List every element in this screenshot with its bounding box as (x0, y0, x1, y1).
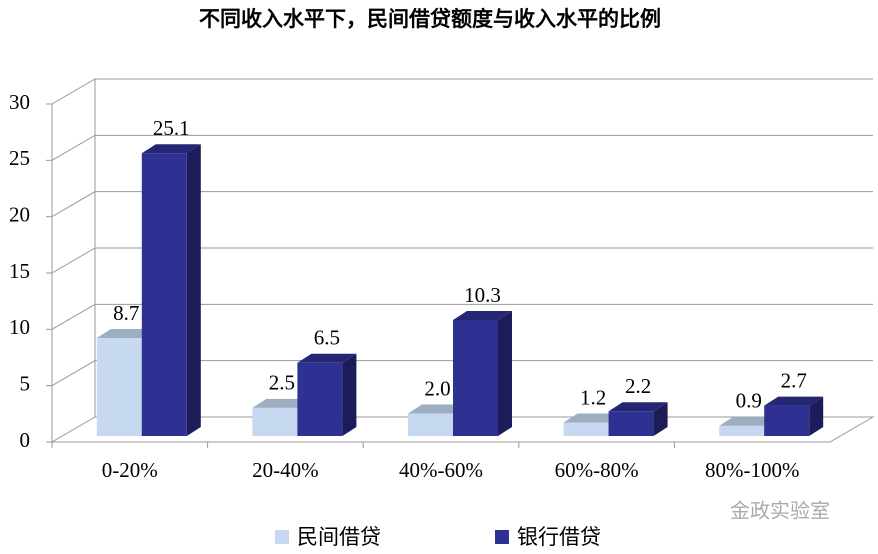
data-label: 2.0 (424, 376, 450, 400)
bar-top (453, 310, 512, 320)
chart-title: 不同收入水平下，民间借贷额度与收入水平的比例 (199, 7, 661, 31)
watermark: 金政实验室 (730, 499, 830, 523)
legend-label: 民间借贷 (297, 525, 381, 549)
data-label: 8.7 (113, 301, 139, 325)
bar-top (764, 396, 824, 406)
grid-line (51, 191, 873, 218)
data-label: 25.1 (153, 116, 190, 140)
bar (297, 362, 343, 436)
bar-top (608, 402, 668, 412)
y-tick-label: 0 (20, 428, 31, 452)
bar-top (408, 404, 467, 414)
bar (719, 425, 765, 436)
y-tick-label: 25 (9, 146, 30, 170)
grid-line (51, 303, 873, 330)
bar-side (498, 310, 512, 436)
data-label: 0.9 (736, 389, 762, 413)
bar-top (719, 416, 779, 426)
data-label: 2.5 (269, 371, 295, 395)
bar (563, 422, 609, 436)
grid-line (51, 360, 873, 387)
legend-label: 银行借贷 (517, 525, 601, 549)
bar (608, 411, 654, 436)
data-label: 10.3 (464, 283, 501, 307)
data-label: 2.2 (625, 374, 651, 398)
data-label: 2.7 (781, 368, 807, 392)
y-tick-label: 30 (9, 90, 30, 114)
y-tick-label: 20 (9, 202, 30, 226)
x-tick-label: 20-40% (252, 458, 319, 482)
x-tick-label: 60%-80% (555, 458, 639, 482)
bar-top (563, 413, 623, 423)
x-tick-label: 80%-100% (705, 458, 799, 482)
data-label: 1.2 (580, 385, 606, 409)
grid-line (51, 247, 873, 274)
bar (408, 413, 453, 436)
bar-top (96, 328, 156, 338)
x-tick-label: 0-20% (102, 458, 158, 482)
bar-top (252, 398, 312, 408)
y-tick-label: 10 (9, 315, 30, 339)
y-tick-label: 5 (20, 371, 31, 395)
legend-swatch (275, 530, 289, 544)
bar-side (186, 144, 201, 436)
data-label: 6.5 (314, 326, 340, 350)
bar-side (809, 396, 824, 436)
legend-swatch (495, 530, 509, 544)
bar-side (653, 402, 668, 436)
bar (453, 319, 498, 436)
bar (764, 405, 810, 436)
bar (252, 407, 298, 436)
y-tick-label: 15 (9, 259, 30, 283)
bar (96, 337, 142, 436)
grid-line (51, 134, 873, 161)
bar (141, 153, 187, 436)
bar-side (342, 353, 357, 436)
bar-top (141, 144, 201, 154)
bar-top (297, 353, 357, 363)
x-tick-label: 40%-60% (399, 458, 483, 482)
grid-line (51, 78, 873, 105)
